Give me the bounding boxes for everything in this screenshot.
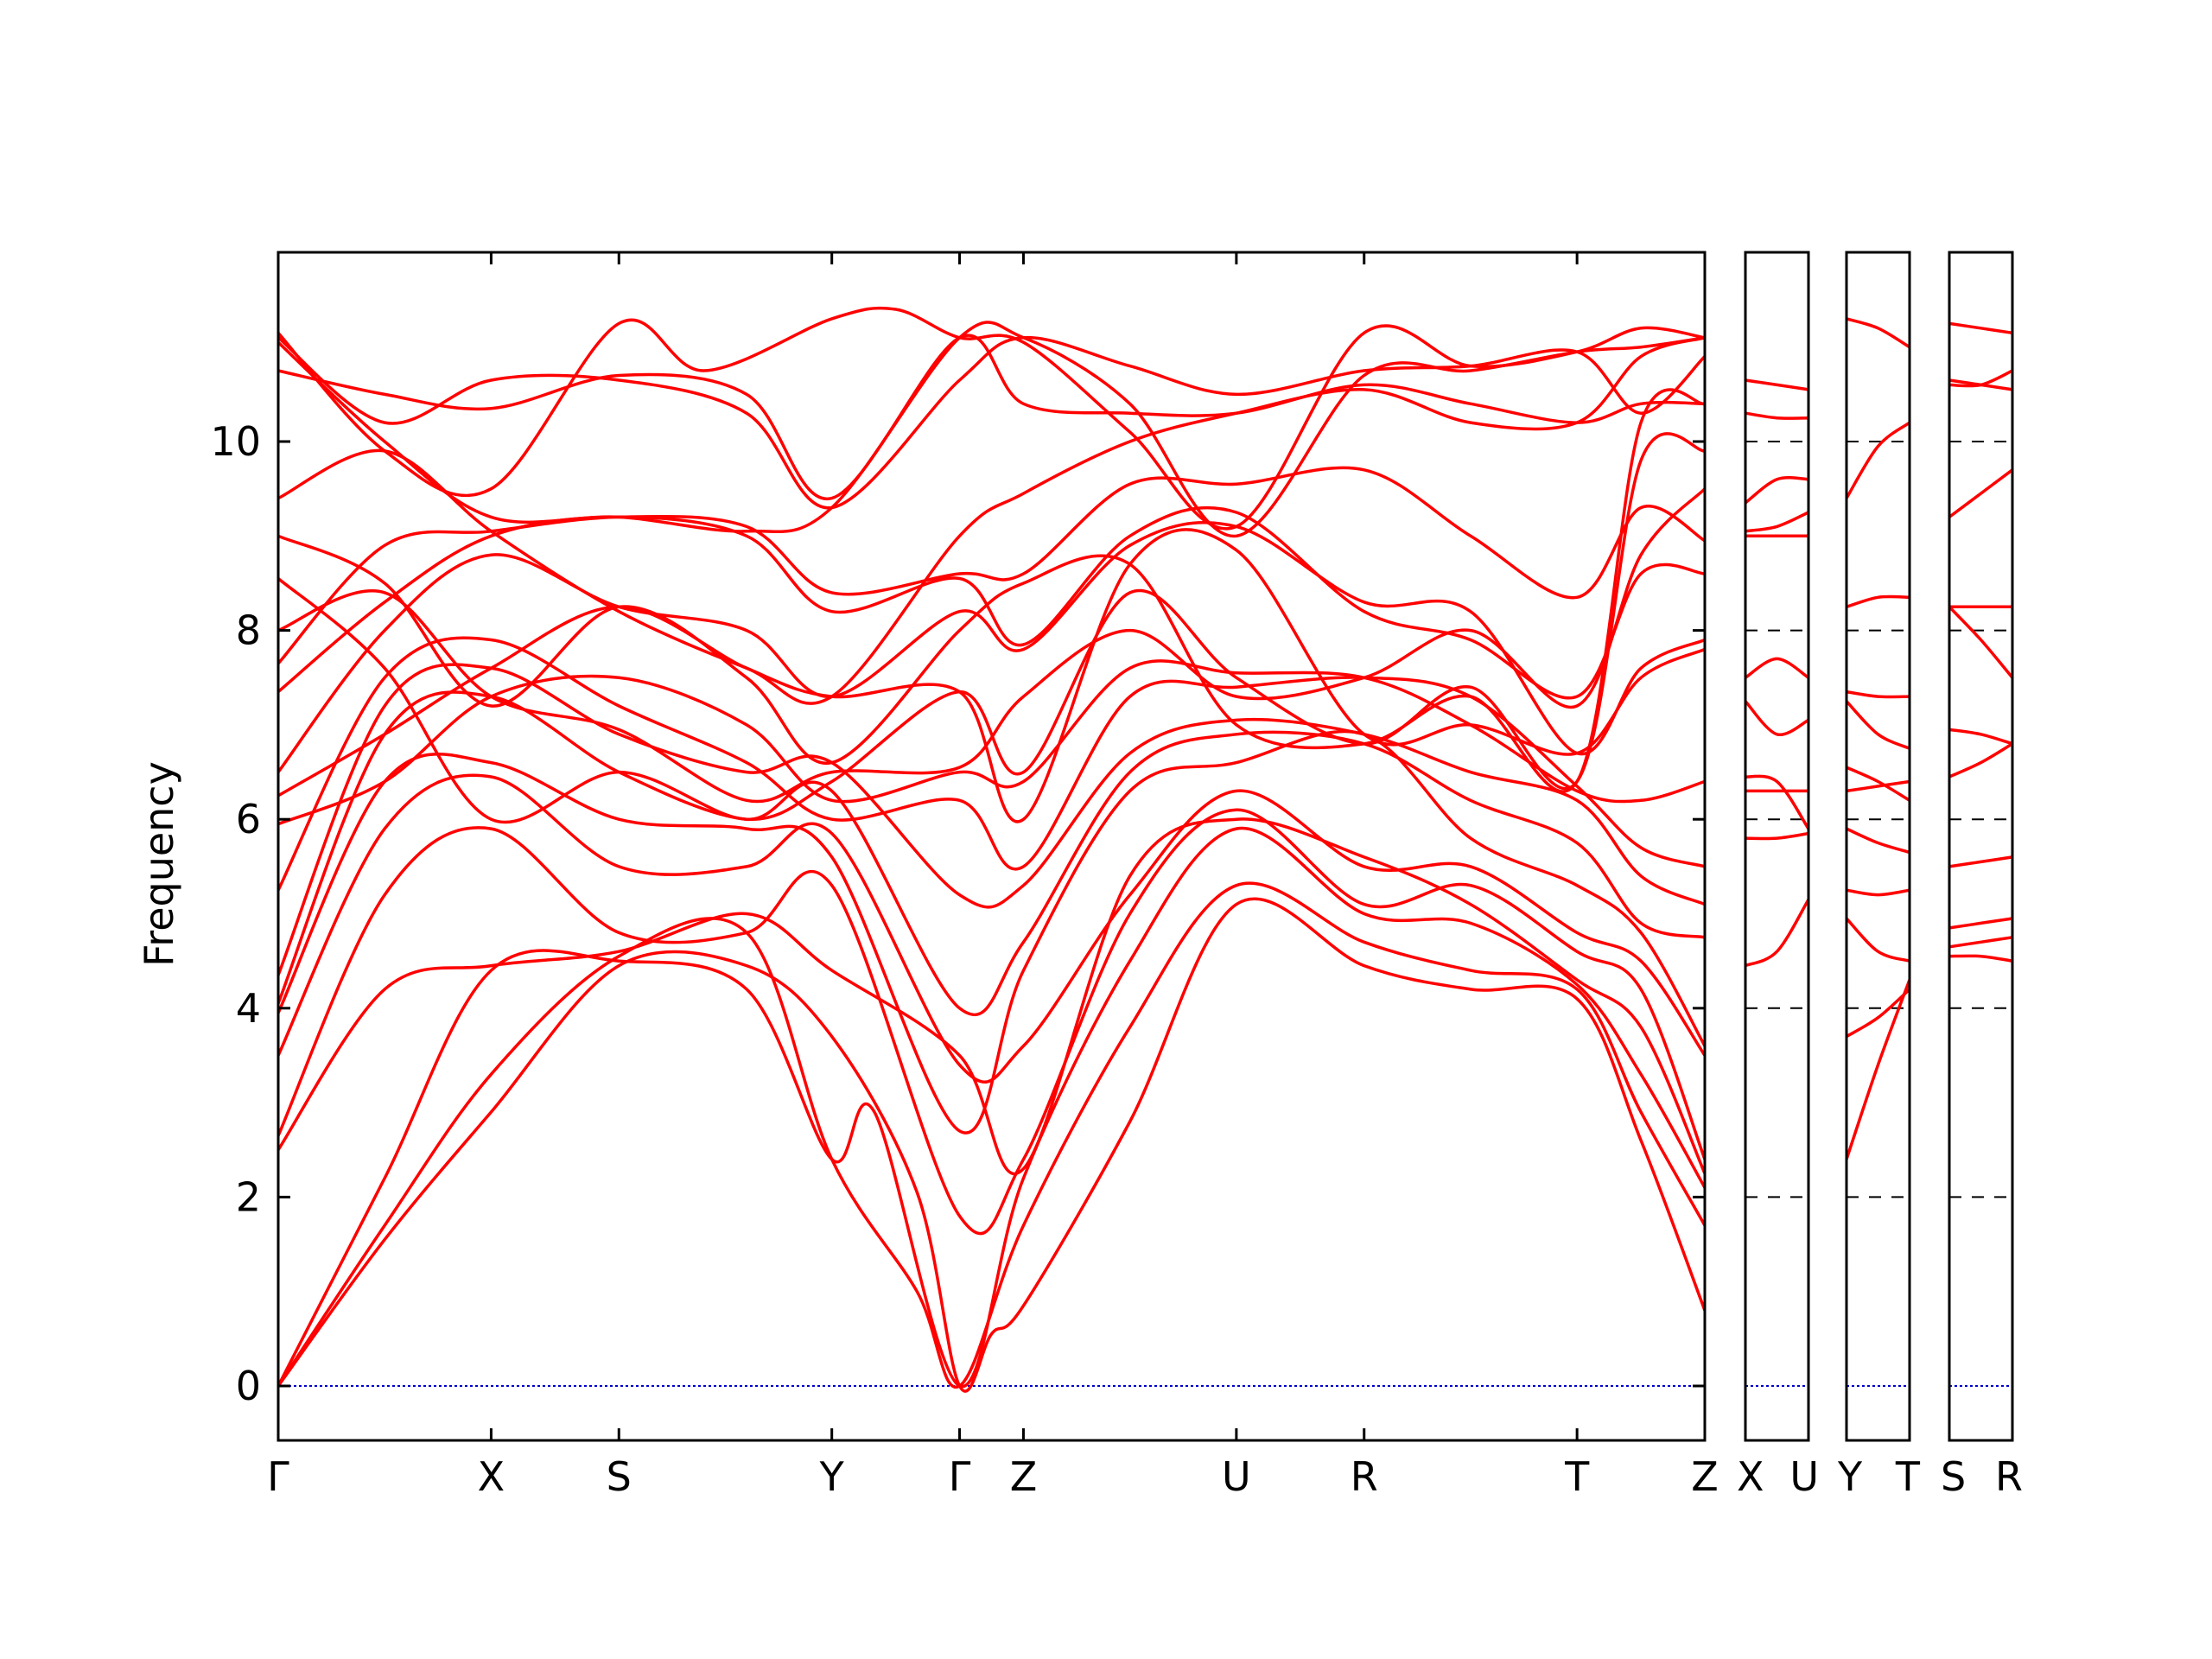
- band-line: [277, 388, 1706, 793]
- band-line: [276, 521, 1706, 773]
- x-tick-label: Y: [1837, 1453, 1863, 1500]
- band-line: [1846, 690, 1910, 699]
- x-tick-label: S: [607, 1453, 632, 1500]
- band-line: [1745, 774, 1810, 830]
- band-line: [1846, 766, 1910, 802]
- band-line: [1846, 888, 1910, 897]
- band-line: [1845, 700, 1910, 750]
- band-line: [277, 659, 1706, 826]
- y-tick-label: 10: [210, 418, 261, 465]
- band-line: [1745, 831, 1809, 841]
- band-line: [276, 636, 1706, 891]
- x-tick-label: U: [1222, 1453, 1251, 1500]
- band-line: [276, 335, 1707, 510]
- band-line: [1948, 606, 2014, 679]
- band-line: [1745, 899, 1810, 968]
- band-line: [276, 466, 1706, 665]
- y-tick-label: 2: [236, 1173, 261, 1220]
- band-line: [1745, 657, 1809, 679]
- x-tick-label: U: [1789, 1453, 1819, 1500]
- band-line: [276, 729, 1707, 1135]
- band-line: [1948, 369, 2013, 388]
- band-line: [276, 826, 1707, 1389]
- band-line: [1948, 954, 2013, 963]
- panel-frame: [276, 251, 1707, 1442]
- band-line: [1948, 917, 2013, 930]
- band-line: [1846, 779, 1910, 793]
- y-tick-label: 6: [236, 796, 261, 842]
- x-tick-label: X: [478, 1453, 505, 1500]
- band-line: [1846, 827, 1910, 855]
- band-line: [276, 773, 1707, 1084]
- band-line: [1744, 475, 1809, 505]
- band-line: [276, 897, 1707, 1393]
- x-tick-label: Γ: [949, 1453, 971, 1500]
- x-tick-label: R: [1995, 1453, 2023, 1500]
- band-line: [1745, 511, 1809, 533]
- band-line: [276, 881, 1707, 1389]
- band-line: [1745, 378, 1809, 391]
- panel-frame: [1948, 251, 2014, 1442]
- band-line: [276, 808, 1707, 1236]
- band-line: [277, 336, 1706, 705]
- x-tick-label: X: [1737, 1453, 1764, 1500]
- band-line: [1948, 855, 2013, 868]
- band-line: [1948, 728, 2013, 746]
- band-line: [1948, 468, 2014, 518]
- panel-frame: [1744, 251, 1810, 1442]
- band-line: [1846, 317, 1910, 349]
- band-line: [276, 817, 1707, 1176]
- band-line: [1745, 411, 1809, 420]
- x-tick-label: S: [1941, 1453, 1966, 1500]
- band-line: [1948, 936, 2013, 949]
- band-line: [277, 528, 1706, 823]
- x-tick-label: Γ: [267, 1453, 289, 1500]
- band-line: [276, 321, 1706, 538]
- band-line: [276, 306, 1706, 531]
- y-tick-label: 0: [236, 1363, 261, 1409]
- panel-frame: [1845, 251, 1911, 1442]
- band-line: [1948, 321, 2013, 335]
- x-tick-label: Y: [819, 1453, 845, 1500]
- y-tick-label: 4: [236, 985, 261, 1032]
- band-line: [1744, 700, 1809, 737]
- band-line: [1846, 594, 1910, 608]
- x-tick-label: T: [1564, 1453, 1590, 1500]
- x-tick-label: T: [1895, 1453, 1921, 1500]
- band-line: [1845, 979, 1911, 1160]
- band-line: [1846, 988, 1911, 1039]
- x-tick-label: Z: [1691, 1453, 1719, 1500]
- x-tick-label: R: [1351, 1453, 1378, 1500]
- y-axis-label: Frequency: [136, 761, 182, 967]
- y-tick-label: 8: [236, 607, 261, 654]
- band-line: [1845, 917, 1910, 963]
- band-line: [1845, 421, 1911, 499]
- band-line: [277, 334, 1706, 501]
- band-line: [1948, 742, 2013, 779]
- x-tick-label: Z: [1010, 1453, 1038, 1500]
- band-line: [277, 487, 1707, 804]
